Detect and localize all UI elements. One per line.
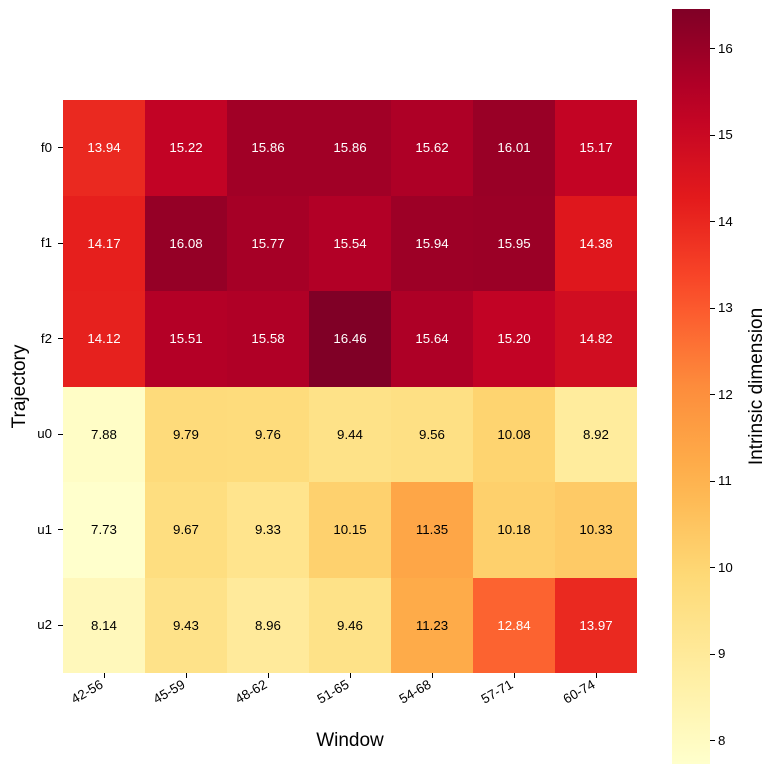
svg-text:45-59: 45-59 bbox=[151, 677, 188, 707]
svg-text:Trajectory: Trajectory bbox=[9, 344, 30, 428]
svg-text:42-56: 42-56 bbox=[69, 677, 106, 707]
svg-text:57-71: 57-71 bbox=[479, 677, 516, 707]
svg-text:48-62: 48-62 bbox=[233, 677, 270, 707]
svg-text:54-68: 54-68 bbox=[397, 677, 434, 707]
svg-text:51-65: 51-65 bbox=[315, 677, 352, 707]
svg-text:Intrinsic dimension: Intrinsic dimension bbox=[746, 308, 767, 465]
svg-text:60-74: 60-74 bbox=[561, 677, 598, 707]
